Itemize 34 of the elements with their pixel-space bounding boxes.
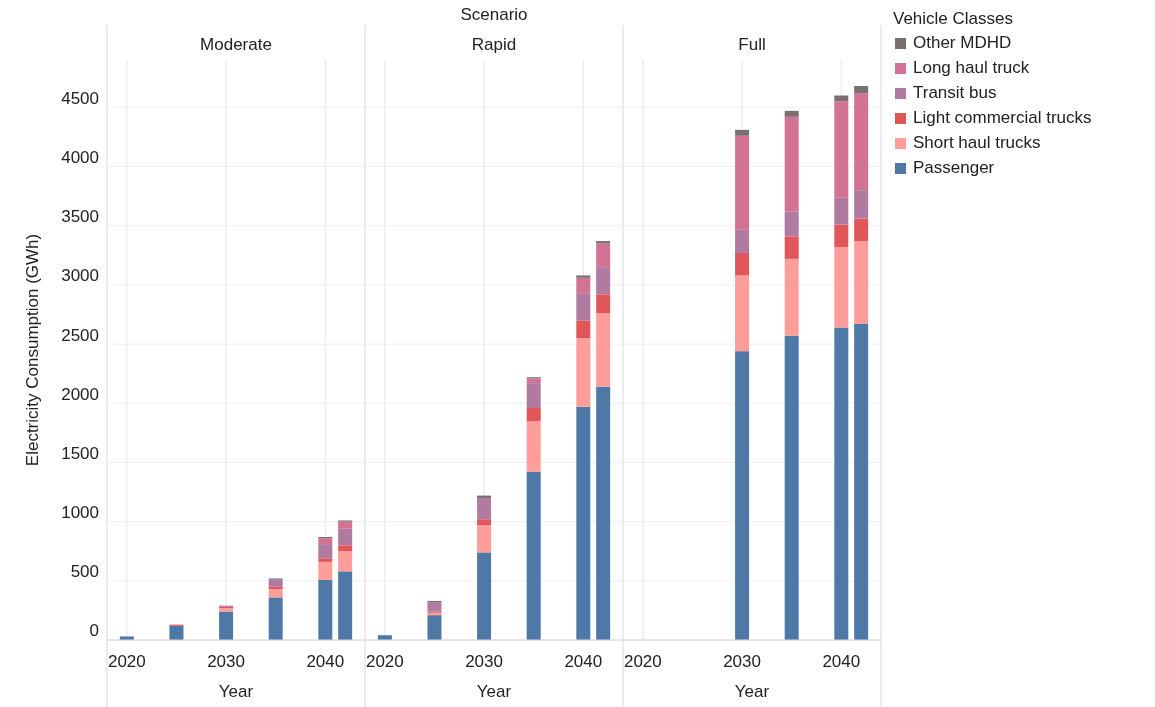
- legend-label: Short haul trucks: [913, 133, 1041, 153]
- x-tick-label: 2020: [623, 652, 662, 671]
- legend-label: Other MDHD: [913, 33, 1012, 53]
- legend-label: Long haul truck: [913, 58, 1030, 78]
- y-tick-label: 1500: [61, 443, 99, 463]
- y-tick-label: 1000: [61, 503, 99, 523]
- x-tick-label: 2040: [306, 652, 345, 671]
- x-tick-label: 2030: [723, 652, 761, 671]
- legend-label: Transit bus: [913, 83, 997, 103]
- y-tick-label: 4500: [61, 88, 99, 108]
- x-tick-label: 2040: [564, 652, 603, 671]
- chart-title: Moderate: [200, 35, 272, 54]
- x-tick-label: 2020: [107, 652, 146, 671]
- y-tick-label: 3500: [61, 207, 99, 227]
- legend-title: Vehicle Classes: [893, 9, 1014, 28]
- y-tick-label: 4000: [61, 148, 99, 168]
- y-axis-title: Electricity Consumption (GWh): [23, 233, 42, 467]
- x-tick-label: 2030: [207, 652, 245, 671]
- chart-title: Rapid: [471, 35, 517, 54]
- x-axis-title: Year: [476, 682, 512, 701]
- x-axis-title: Year: [218, 682, 254, 701]
- x-tick-label: 2030: [465, 652, 503, 671]
- legend-label: Light commercial trucks: [913, 108, 1092, 128]
- y-tick-label: 2500: [61, 325, 99, 345]
- chart-title: Full: [738, 35, 766, 54]
- y-tick-label: 2000: [61, 384, 99, 404]
- y-tick-label: 3000: [61, 266, 99, 286]
- y-tick-label: 0: [89, 621, 99, 641]
- x-tick-label: 2020: [365, 652, 404, 671]
- x-axis-title: Year: [734, 682, 770, 701]
- x-tick-label: 2040: [822, 652, 861, 671]
- y-tick-label: 500: [70, 562, 99, 582]
- text: Scenario: [460, 5, 528, 24]
- legend-label: Passenger: [913, 158, 995, 178]
